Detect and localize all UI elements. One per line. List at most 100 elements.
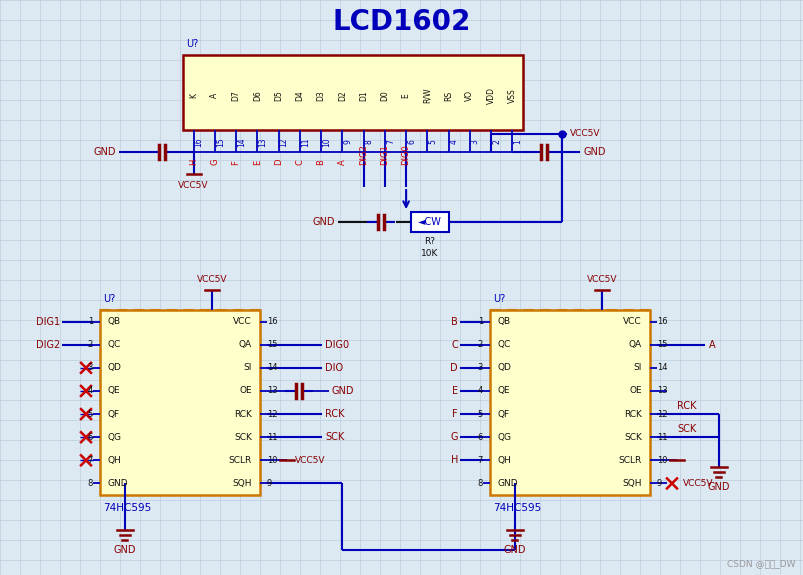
- Text: K: K: [189, 93, 198, 98]
- Text: VCC: VCC: [622, 317, 642, 326]
- Text: SI: SI: [633, 363, 642, 373]
- Text: QG: QG: [497, 432, 512, 442]
- Text: B: B: [316, 159, 325, 165]
- Text: DIG2: DIG2: [35, 340, 60, 350]
- Text: DIG2: DIG2: [359, 144, 368, 165]
- Text: 7: 7: [88, 456, 93, 465]
- Text: 14: 14: [656, 363, 666, 373]
- Text: 15: 15: [656, 340, 666, 349]
- Text: SI: SI: [243, 363, 251, 373]
- Text: 11: 11: [656, 432, 666, 442]
- Text: 6: 6: [88, 432, 93, 442]
- Text: 12: 12: [656, 409, 666, 419]
- Text: H: H: [450, 455, 458, 465]
- Text: D7: D7: [231, 90, 240, 101]
- Text: 6: 6: [477, 432, 483, 442]
- Bar: [410, 212, 449, 232]
- Text: 14: 14: [237, 137, 246, 147]
- Text: D1: D1: [359, 90, 368, 101]
- Text: GND: GND: [503, 545, 526, 555]
- Text: VCC: VCC: [233, 317, 251, 326]
- Text: SCLR: SCLR: [229, 456, 251, 465]
- Text: G: G: [210, 159, 219, 165]
- Text: G: G: [450, 432, 458, 442]
- Text: A: A: [210, 93, 219, 98]
- Text: DIG0: DIG0: [324, 340, 349, 350]
- Text: 2: 2: [491, 140, 500, 144]
- Text: GND: GND: [312, 217, 335, 227]
- Text: A: A: [337, 159, 346, 165]
- Text: 10: 10: [322, 137, 331, 147]
- Text: C: C: [295, 159, 304, 165]
- Text: 13: 13: [656, 386, 666, 396]
- Text: OE: OE: [239, 386, 251, 396]
- Text: 4: 4: [88, 386, 93, 396]
- Text: D5: D5: [274, 90, 283, 101]
- Text: 11: 11: [300, 137, 309, 147]
- Text: 7: 7: [477, 456, 483, 465]
- Text: RS: RS: [443, 90, 453, 101]
- Text: D6: D6: [253, 90, 262, 101]
- Text: 9: 9: [656, 479, 662, 488]
- Bar: [183, 55, 522, 130]
- Text: DIO: DIO: [324, 363, 343, 373]
- Text: 7: 7: [385, 140, 394, 144]
- Text: R?: R?: [424, 237, 435, 247]
- Text: GND: GND: [583, 147, 605, 157]
- Text: 2: 2: [477, 340, 483, 349]
- Text: F: F: [231, 160, 240, 165]
- Text: 1: 1: [477, 317, 483, 326]
- Text: QC: QC: [497, 340, 511, 349]
- Text: A: A: [708, 340, 715, 350]
- Text: QA: QA: [238, 340, 251, 349]
- Text: E: E: [451, 386, 458, 396]
- Text: OE: OE: [629, 386, 642, 396]
- Text: C: C: [450, 340, 458, 350]
- Text: VCC5V: VCC5V: [178, 182, 209, 190]
- Text: VDD: VDD: [486, 87, 495, 104]
- Text: 16: 16: [656, 317, 666, 326]
- Text: VCC5V: VCC5V: [586, 275, 617, 285]
- Text: 15: 15: [267, 340, 277, 349]
- Text: GND: GND: [93, 147, 116, 157]
- Text: VCC5V: VCC5V: [197, 275, 227, 285]
- Text: DIG1: DIG1: [380, 144, 389, 165]
- Text: 74HC595: 74HC595: [492, 503, 540, 513]
- Text: 1: 1: [513, 140, 522, 144]
- Text: 5: 5: [88, 409, 93, 419]
- Text: GND: GND: [108, 479, 128, 488]
- Text: QA: QA: [628, 340, 642, 349]
- Text: D: D: [450, 363, 458, 373]
- Text: F: F: [452, 409, 458, 419]
- Text: 3: 3: [88, 363, 93, 373]
- Text: 9: 9: [343, 140, 352, 144]
- Text: QD: QD: [497, 363, 512, 373]
- Text: 16: 16: [194, 137, 203, 147]
- Text: D: D: [274, 159, 283, 165]
- Text: CSDN @依点_DW: CSDN @依点_DW: [727, 559, 795, 568]
- Text: U?: U?: [103, 294, 115, 304]
- Text: 4: 4: [449, 140, 458, 144]
- Text: D4: D4: [295, 90, 304, 101]
- Text: E: E: [253, 160, 262, 165]
- Text: LCD1602: LCD1602: [332, 8, 471, 36]
- Text: 8: 8: [88, 479, 93, 488]
- Text: QE: QE: [497, 386, 510, 396]
- Text: 2: 2: [88, 340, 93, 349]
- Text: SCK: SCK: [324, 432, 344, 442]
- Text: D3: D3: [316, 90, 325, 101]
- Text: 10: 10: [656, 456, 666, 465]
- Text: 15: 15: [216, 137, 225, 147]
- Text: 6: 6: [406, 140, 416, 144]
- Text: GND: GND: [113, 545, 136, 555]
- Text: SCK: SCK: [623, 432, 642, 442]
- Text: R/W: R/W: [422, 88, 431, 104]
- Text: QG: QG: [108, 432, 122, 442]
- Text: VCC5V: VCC5V: [569, 129, 600, 139]
- Text: 1: 1: [88, 317, 93, 326]
- Bar: [489, 310, 649, 495]
- Text: U?: U?: [185, 39, 198, 49]
- Text: RCK: RCK: [324, 409, 344, 419]
- Text: QB: QB: [108, 317, 121, 326]
- Text: U?: U?: [492, 294, 504, 304]
